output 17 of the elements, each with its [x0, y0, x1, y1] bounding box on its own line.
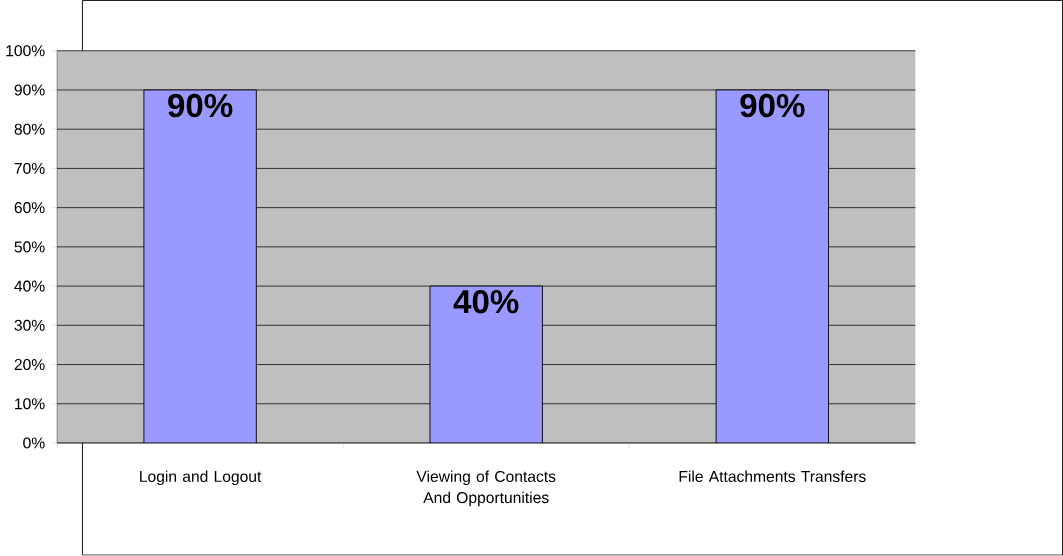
- y-tick-label: 100%: [6, 45, 45, 57]
- y-tick-label: 10%: [15, 398, 45, 410]
- y-tick-label: 30%: [14, 319, 45, 332]
- y-tick-label: 0%: [23, 437, 45, 449]
- y-tick-label: 20%: [14, 359, 45, 371]
- y-tick-label: 60%: [14, 202, 45, 214]
- y-tick-label: 70%: [14, 163, 45, 175]
- x-tick-label: Login and Logout: [140, 470, 262, 486]
- y-tick-label: 90%: [14, 84, 45, 96]
- y-tick-label: 50%: [14, 241, 45, 253]
- y-tick-label: 40%: [14, 280, 45, 292]
- data-label: 90%: [740, 94, 805, 118]
- y-tick-label: 80%: [14, 123, 45, 135]
- x-tick-label: File Attachments Transfers: [679, 470, 866, 483]
- data-label: 90%: [168, 94, 233, 118]
- x-tick-label: Viewing of Contacts And Opportunities: [416, 470, 556, 507]
- data-label: 40%: [453, 290, 519, 314]
